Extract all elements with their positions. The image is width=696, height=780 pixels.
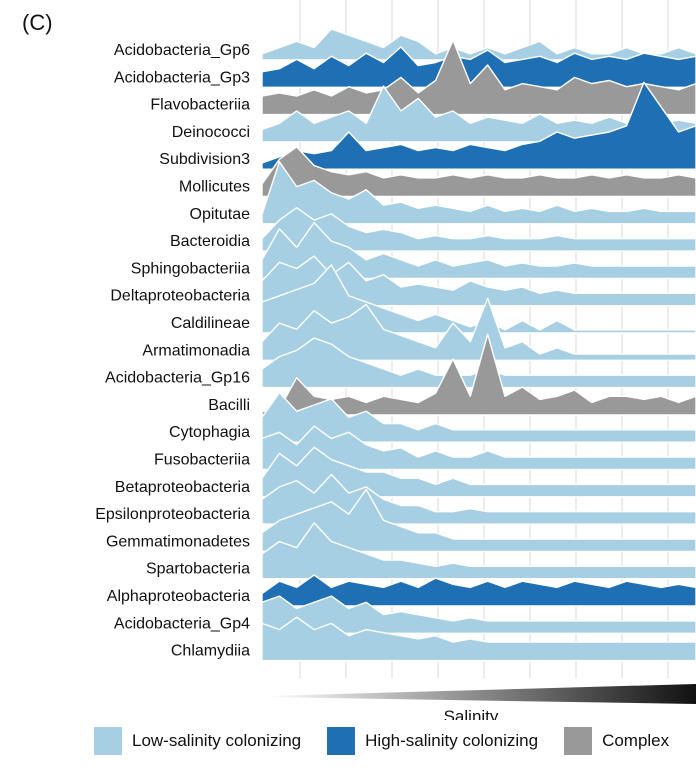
taxon-label: Acidobacteria_Gp3 bbox=[114, 69, 250, 86]
taxon-label: Alphaproteobacteria bbox=[107, 588, 250, 605]
taxon-label: Epsilonproteobacteria bbox=[95, 506, 250, 523]
legend-item-high: High-salinity colonizing bbox=[327, 727, 538, 755]
ridge-alphaproteobacteria bbox=[261, 574, 696, 607]
taxon-label: Acidobacteria_Gp4 bbox=[114, 615, 250, 632]
salinity-gradient-wedge bbox=[266, 684, 696, 704]
legend-label-low: Low-salinity colonizing bbox=[132, 731, 302, 750]
ridge-sphingobacteriia bbox=[261, 221, 696, 280]
taxon-label: Deinococci bbox=[172, 124, 250, 141]
ridge-cytophagia bbox=[261, 391, 696, 443]
legend-item-low: Low-salinity colonizing bbox=[94, 727, 301, 755]
ridge-opitutae bbox=[261, 161, 696, 225]
ridge-armatimonadia bbox=[261, 297, 696, 361]
taxon-label: Betaproteobacteria bbox=[115, 479, 250, 496]
taxon-label: Armatimonadia bbox=[142, 342, 250, 359]
taxon-label: Acidobacteria_Gp6 bbox=[114, 42, 250, 59]
taxon-label: Chlamydiia bbox=[171, 643, 250, 660]
taxon-label: Spartobacteria bbox=[146, 561, 250, 578]
ridge-acidobacteria-gp4 bbox=[261, 595, 696, 634]
legend: Low-salinity colonizing High-salinity co… bbox=[94, 724, 695, 758]
x-axis-label: Salinity bbox=[444, 707, 499, 720]
legend-swatch-low bbox=[94, 727, 122, 755]
ridgeline-chart: Acidobacteria_Gp6 Acidobacteria_Gp3 Flavob… bbox=[95, 0, 696, 720]
taxon-label: Caldilineae bbox=[171, 315, 250, 332]
ridge-bacilli bbox=[261, 333, 696, 416]
legend-label-complex: Complex bbox=[602, 731, 670, 750]
ridge-chlamydiia bbox=[261, 616, 696, 662]
ridge-flavobacteriia bbox=[261, 39, 696, 116]
ridge-gemmatimonadetes bbox=[261, 488, 696, 553]
legend-label-high: High-salinity colonizing bbox=[365, 731, 539, 750]
ridge-fusobacteriia bbox=[261, 425, 696, 471]
ridge-spartobacteria bbox=[261, 522, 696, 580]
legend-item-complex: Complex bbox=[564, 727, 669, 755]
taxon-label: Gemmatimonadetes bbox=[106, 533, 250, 550]
taxon-label: Opitutae bbox=[190, 206, 251, 223]
taxon-label: Bacilli bbox=[208, 397, 250, 414]
ridge-subdivision3 bbox=[261, 81, 696, 170]
ridge-betaproteobacteria bbox=[261, 446, 696, 498]
taxon-label: Fusobacteriia bbox=[154, 452, 250, 469]
taxon-label: Acidobacteria_Gp16 bbox=[105, 370, 250, 387]
taxon-labels: Acidobacteria_Gp6 Acidobacteria_Gp3 Flavob… bbox=[95, 42, 250, 660]
panel-label: (C) bbox=[22, 10, 53, 35]
legend-swatch-high bbox=[327, 727, 356, 755]
taxon-label: Cytophagia bbox=[169, 424, 250, 441]
taxon-label: Flavobacteriia bbox=[150, 97, 250, 114]
legend-swatch-complex bbox=[564, 727, 593, 755]
taxon-label: Deltaproteobacteria bbox=[110, 288, 250, 305]
taxon-label: Subdivision3 bbox=[159, 151, 250, 168]
taxon-label: Mollicutes bbox=[179, 179, 250, 196]
ridge-mollicutes bbox=[261, 146, 696, 198]
taxon-label: Bacteroidia bbox=[170, 233, 250, 250]
ridge-areas bbox=[261, 28, 696, 662]
ridge-acidobacteria-gp3 bbox=[261, 46, 696, 88]
ridge-bacteroidia bbox=[261, 207, 696, 252]
taxon-label: Sphingobacteriia bbox=[131, 260, 250, 277]
ridge-deltaproteobacteria bbox=[261, 255, 696, 307]
